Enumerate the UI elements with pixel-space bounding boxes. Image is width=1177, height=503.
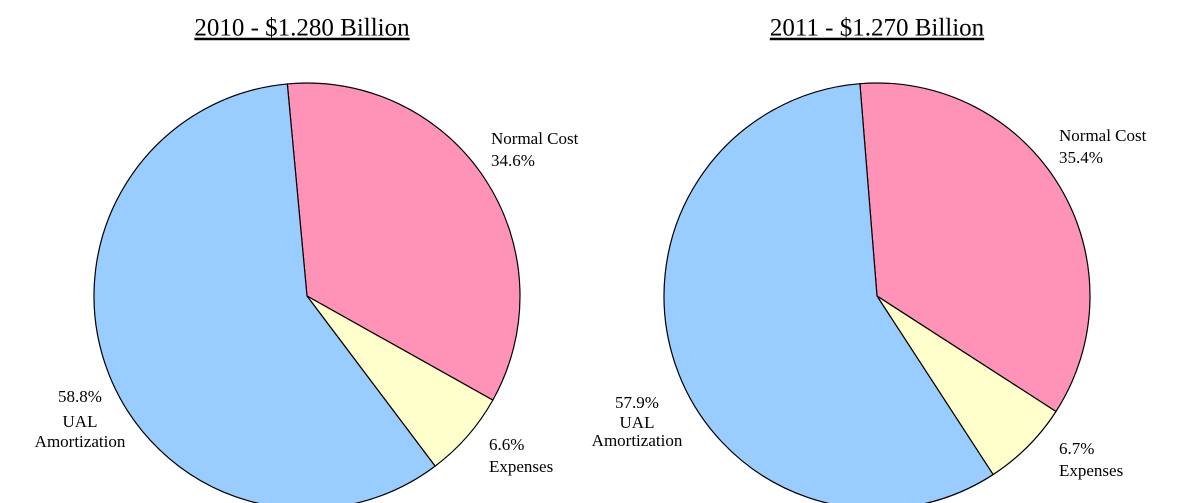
slice-name-label: Amortization xyxy=(592,431,683,450)
slice-name-label: Amortization xyxy=(35,432,126,451)
slice-name-label: Expenses xyxy=(1059,461,1123,480)
slice-value-label: 35.4% xyxy=(1059,148,1103,167)
slice-value-label: 34.6% xyxy=(491,151,535,170)
pie-chart-2011: 2011 - $1.270 Billion Normal Cost 35.4% Exp… xyxy=(592,15,1147,503)
slice-value-label: 57.9% xyxy=(615,393,659,412)
slice-name-label: Normal Cost xyxy=(491,129,579,148)
pie-chart-2010: 2010 - $1.280 Billion Normal Cost 34.6% Exp… xyxy=(35,15,579,503)
pie-slice-normal-cost xyxy=(859,82,1091,413)
chart-title: 2010 - $1.280 Billion xyxy=(194,15,410,42)
slice-name-label: UAL xyxy=(620,413,655,432)
chart-title: 2011 - $1.270 Billion xyxy=(770,15,985,42)
slice-name-label: Normal Cost xyxy=(1059,126,1147,145)
pie-slice-normal-cost xyxy=(286,82,521,401)
slice-value-label: 6.7% xyxy=(1059,439,1094,458)
slice-name-label: UAL xyxy=(63,412,98,431)
slice-value-label: 6.6% xyxy=(489,435,524,454)
pie-slice-ual-amortization xyxy=(93,83,436,503)
pie-slice-ual-amortization xyxy=(663,83,994,503)
slice-value-label: 58.8% xyxy=(58,387,102,406)
slice-name-label: Expenses xyxy=(489,457,553,476)
